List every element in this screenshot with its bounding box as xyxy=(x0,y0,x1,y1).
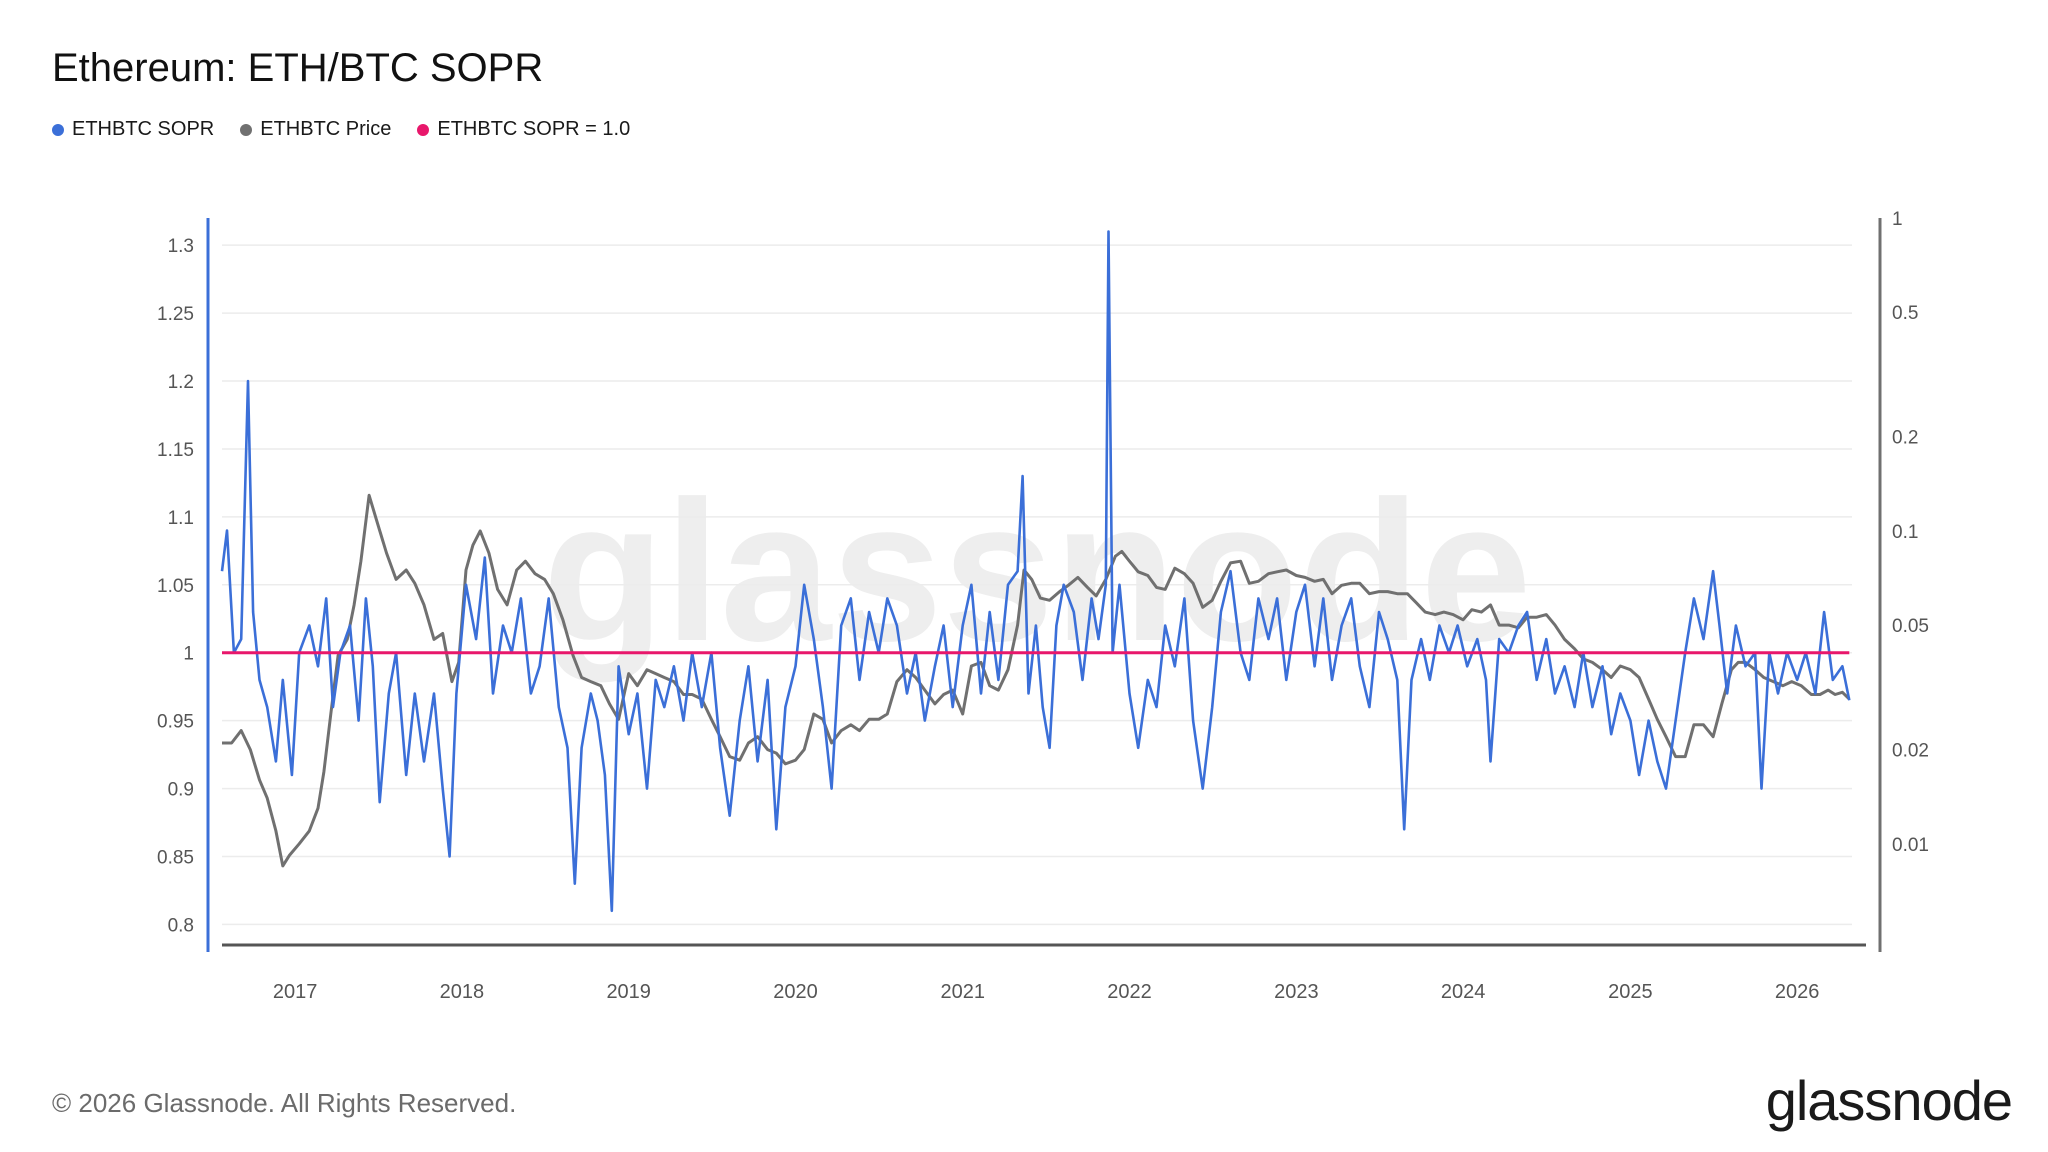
legend-item-sopr[interactable]: ETHBTC SOPR xyxy=(52,118,214,141)
glassnode-logo[interactable]: glassnode xyxy=(1765,1069,2013,1132)
y-left-tick-label: 1.2 xyxy=(168,372,194,393)
x-tick-label: 2021 xyxy=(940,981,985,1003)
y-left-tick-label: 0.95 xyxy=(157,712,194,733)
y-right-tick-label: 0.02 xyxy=(1892,741,1929,762)
legend-label-baseline: ETHBTC SOPR = 1.0 xyxy=(437,118,631,140)
y-right-tick-label: 0.1 xyxy=(1892,522,1918,543)
x-tick-label: 2020 xyxy=(773,981,818,1003)
y-left-tick-label: 1.15 xyxy=(157,440,194,461)
y-left-tick-label: 1.05 xyxy=(157,576,194,597)
x-tick-label: 2022 xyxy=(1107,981,1152,1003)
y-right-tick-label: 0.05 xyxy=(1892,616,1929,637)
y-left-tick-label: 1.1 xyxy=(168,508,194,529)
x-tick-label: 2025 xyxy=(1608,981,1653,1003)
chart-title: Ethereum: ETH/BTC SOPR xyxy=(52,46,544,90)
x-tick-label: 2018 xyxy=(440,981,485,1003)
series-line-sopr xyxy=(220,230,1851,913)
y-left-tick-label: 1 xyxy=(183,644,194,665)
y-left-tick-label: 0.85 xyxy=(157,847,194,868)
y-right-tick-label: 0.5 xyxy=(1892,303,1918,324)
y-left-tick-label: 0.8 xyxy=(168,915,194,936)
legend-label-price: ETHBTC Price xyxy=(260,118,392,140)
y-right-tick-label: 1 xyxy=(1892,209,1903,230)
legend-dot-baseline xyxy=(417,123,430,136)
x-tick-label: 2023 xyxy=(1274,981,1319,1003)
x-tick-label: 2017 xyxy=(273,981,318,1003)
copyright-footer: © 2026 Glassnode. All Rights Reserved. xyxy=(52,1088,517,1118)
chart-legend: ETHBTC SOPR ETHBTC Price ETHBTC SOPR = 1… xyxy=(52,118,630,141)
y-left-tick-label: 1.3 xyxy=(168,236,194,257)
y-right-tick-label: 0.2 xyxy=(1892,428,1918,449)
y-left-tick-label: 1.25 xyxy=(157,304,194,325)
y-left-tick-label: 0.9 xyxy=(168,780,194,801)
x-tick-label: 2024 xyxy=(1441,981,1486,1003)
x-tick-label: 2019 xyxy=(606,981,651,1003)
legend-label-sopr: ETHBTC SOPR xyxy=(72,118,215,140)
legend-dot-sopr xyxy=(52,123,64,136)
legend-item-price[interactable]: ETHBTC Price xyxy=(240,118,391,141)
legend-item-baseline[interactable]: ETHBTC SOPR = 1.0 xyxy=(417,118,630,141)
legend-dot-price xyxy=(240,123,253,136)
x-tick-label: 2026 xyxy=(1775,981,1820,1003)
y-right-tick-label: 0.01 xyxy=(1892,835,1929,856)
